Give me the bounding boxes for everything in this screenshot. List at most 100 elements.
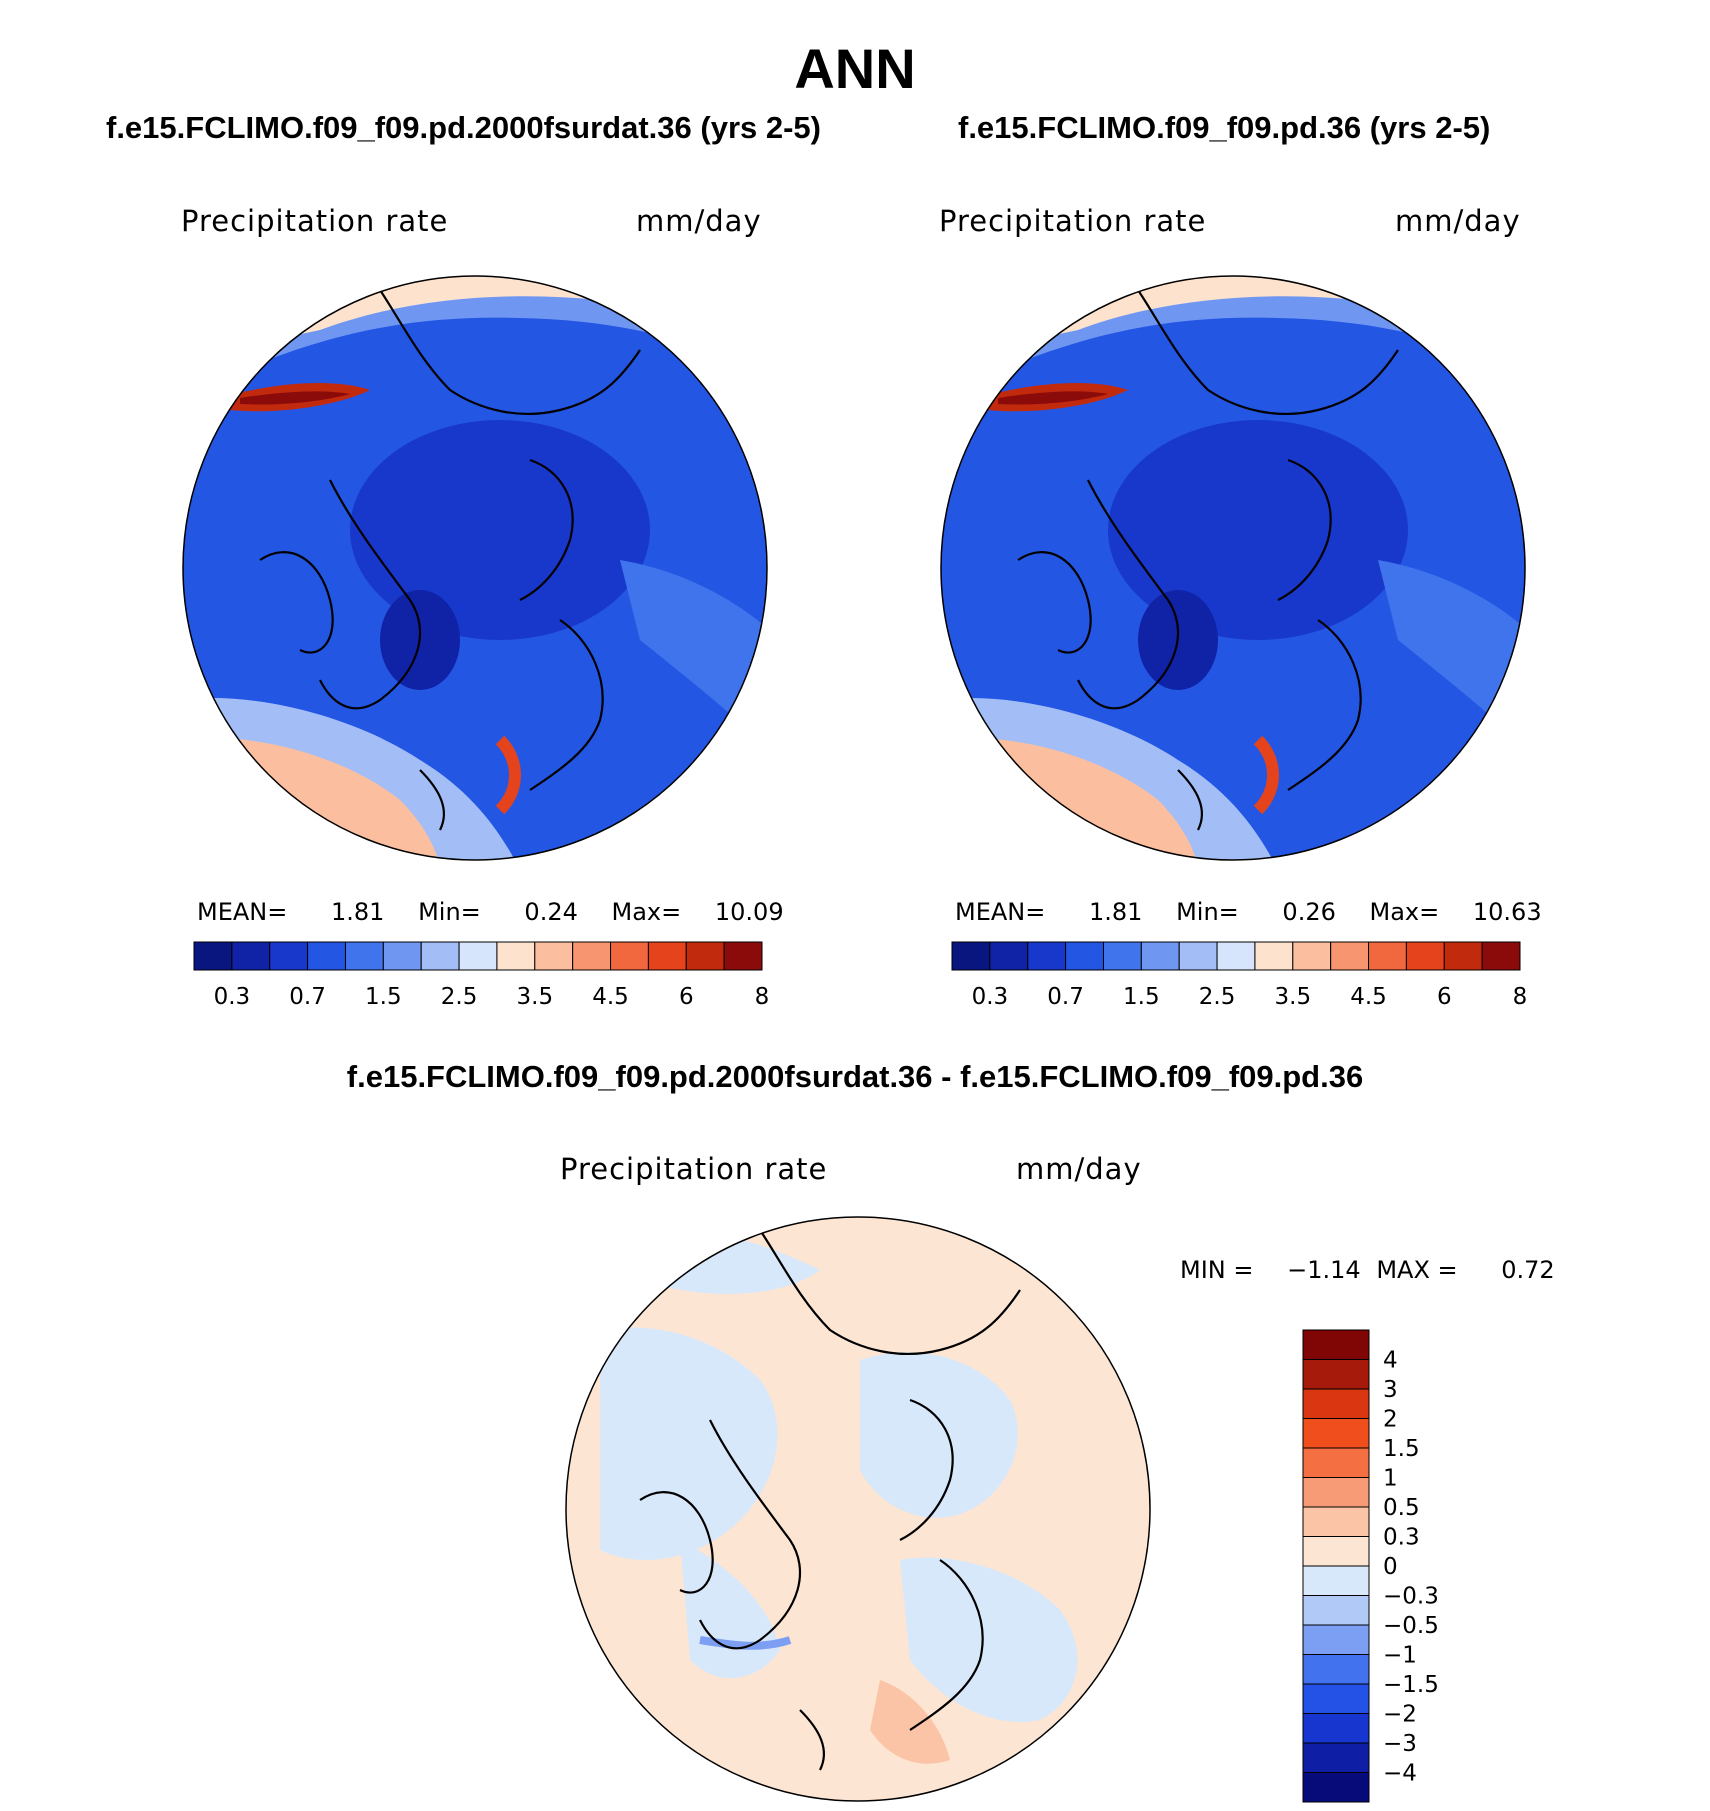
- colorbar-tick-label: 0.3: [1383, 1525, 1420, 1551]
- colorbar-box: [496, 941, 536, 971]
- colorbar-2: 0.3 0.7 1.5 2.5 3.5 4.5 6 8: [951, 941, 1528, 1008]
- colorbar-box: [1405, 941, 1445, 971]
- colorbar-box: [382, 941, 422, 971]
- colorbar-tick-label: 0.3: [214, 984, 251, 1008]
- colorbar-box: [1302, 1536, 1370, 1567]
- colorbar-box: [1302, 1418, 1370, 1449]
- panel-2-units: mm/day: [1395, 204, 1521, 238]
- colorbar-box: [1368, 941, 1407, 971]
- difference-units: mm/day: [1016, 1152, 1142, 1186]
- colorbar-box: [193, 941, 233, 971]
- colorbar-tick-label: −3: [1383, 1731, 1417, 1757]
- mean-label: MEAN=: [955, 898, 1046, 926]
- colorbar-tick-label: 1.5: [1123, 984, 1160, 1008]
- colorbar-tick-label: −0.3: [1383, 1584, 1439, 1610]
- colorbar-tick-label: 8: [755, 984, 770, 1008]
- colorbar-tick-label: 4: [1383, 1348, 1398, 1374]
- colorbar-box: [1302, 1388, 1370, 1419]
- colorbar-tick-label: 6: [1437, 984, 1452, 1008]
- colorbar-box: [1302, 1565, 1370, 1596]
- colorbar-tick-label: 3.5: [1275, 984, 1312, 1008]
- colorbar-box: [1302, 1624, 1370, 1655]
- min-value: 0.24: [524, 898, 578, 926]
- colorbar-box: [1302, 1477, 1370, 1508]
- colorbar-box: [1302, 1359, 1370, 1390]
- colorbar-tick-label: −0.5: [1383, 1613, 1439, 1639]
- colorbar-box: [1302, 1447, 1370, 1478]
- panel-2-title: f.e15.FCLIMO.f09_f09.pd.36 (yrs 2-5): [958, 110, 1491, 145]
- colorbar-box: [989, 941, 1029, 971]
- diff-max-value: 0.72: [1501, 1256, 1555, 1284]
- diff-max-label: MAX =: [1376, 1256, 1458, 1284]
- colorbar-box: [1254, 941, 1294, 971]
- diff-min-value: −1.14: [1287, 1256, 1361, 1284]
- colorbar-box: [723, 941, 763, 971]
- colorbar-tick-label: 8: [1513, 984, 1528, 1008]
- colorbar-box: [1302, 1713, 1370, 1744]
- colorbar-box: [1065, 941, 1104, 971]
- panel-1-stats: MEAN= 1.81 Min= 0.24 Max= 10.09: [197, 898, 784, 926]
- colorbar-tick-label: 0: [1383, 1554, 1398, 1580]
- colorbar-box: [572, 941, 612, 971]
- max-value: 10.09: [714, 898, 784, 926]
- mean-label: MEAN=: [197, 898, 288, 926]
- colorbar-tick-label: 1.5: [1383, 1436, 1420, 1462]
- colorbar-difference: −4 −3 −2 −1.5 −1 −0.5 −0.3 0 0.3 0.5 1 1.5 2 3 4: [1302, 1329, 1439, 1803]
- colorbar-tick-label: 1: [1383, 1466, 1398, 1492]
- difference-title: f.e15.FCLIMO.f09_f09.pd.2000fsurdat.36 -…: [346, 1059, 1364, 1094]
- colorbar-tick-label: 0.7: [1047, 984, 1084, 1008]
- colorbar-box: [344, 941, 384, 971]
- colorbar-tick-label: 3.5: [517, 984, 554, 1008]
- colorbar-tick-label: 0.3: [972, 984, 1009, 1008]
- colorbar-box: [1302, 1742, 1370, 1773]
- difference-variable: Precipitation rate: [560, 1152, 828, 1186]
- colorbar-tick-label: −1.5: [1383, 1672, 1439, 1698]
- colorbar-box: [1302, 1654, 1370, 1685]
- colorbar-tick-label: −2: [1383, 1702, 1417, 1728]
- page-title: ANN: [794, 37, 916, 100]
- min-label: Min=: [1176, 898, 1239, 926]
- colorbar-tick-label: 0.5: [1383, 1495, 1420, 1521]
- colorbar-tick-label: 0.7: [289, 984, 326, 1008]
- max-label: Max=: [1369, 898, 1440, 926]
- max-label: Max=: [611, 898, 682, 926]
- precip-map-2: [940, 275, 1526, 861]
- colorbar-box: [231, 941, 271, 971]
- colorbar-tick-label: −1: [1383, 1643, 1417, 1669]
- panel-1-variable: Precipitation rate: [181, 204, 449, 238]
- diff-min-label: MIN =: [1180, 1256, 1254, 1284]
- colorbar-box: [1302, 1772, 1370, 1803]
- colorbar-box: [1302, 1506, 1370, 1537]
- colorbar-tick-label: −4: [1383, 1761, 1417, 1787]
- min-label: Min=: [418, 898, 481, 926]
- colorbar-box: [1178, 941, 1218, 971]
- precip-map-1: [182, 275, 768, 861]
- colorbar-box: [647, 941, 687, 971]
- difference-minmax: MIN = −1.14 MAX = 0.72: [1180, 1256, 1555, 1284]
- colorbar-box: [420, 941, 460, 971]
- panel-2-stats: MEAN= 1.81 Min= 0.26 Max= 10.63: [955, 898, 1542, 926]
- colorbar-tick-label: 3: [1383, 1377, 1398, 1403]
- colorbar-box: [1302, 1329, 1370, 1360]
- colorbar-tick-label: 1.5: [365, 984, 402, 1008]
- colorbar-box: [1302, 1683, 1370, 1714]
- panel-1-units: mm/day: [636, 204, 762, 238]
- mean-value: 1.81: [331, 898, 385, 926]
- max-value: 10.63: [1472, 898, 1542, 926]
- colorbar-1: 0.3 0.7 1.5 2.5 3.5 4.5 6 8: [193, 941, 770, 1008]
- colorbar-box: [1140, 941, 1180, 971]
- min-value: 0.26: [1282, 898, 1336, 926]
- panel-2-variable: Precipitation rate: [939, 204, 1207, 238]
- panel-1-title: f.e15.FCLIMO.f09_f09.pd.2000fsurdat.36 (…: [106, 110, 821, 145]
- colorbar-tick-label: 2: [1383, 1407, 1398, 1433]
- colorbar-tick-label: 4.5: [1350, 984, 1387, 1008]
- colorbar-box: [1330, 941, 1370, 971]
- colorbar-tick-label: 2.5: [1199, 984, 1236, 1008]
- mean-value: 1.81: [1089, 898, 1143, 926]
- colorbar-box: [1302, 1595, 1370, 1626]
- colorbar-tick-label: 2.5: [441, 984, 478, 1008]
- colorbar-tick-label: 4.5: [592, 984, 629, 1008]
- colorbar-box: [1481, 941, 1521, 971]
- colorbar-tick-label: 6: [679, 984, 694, 1008]
